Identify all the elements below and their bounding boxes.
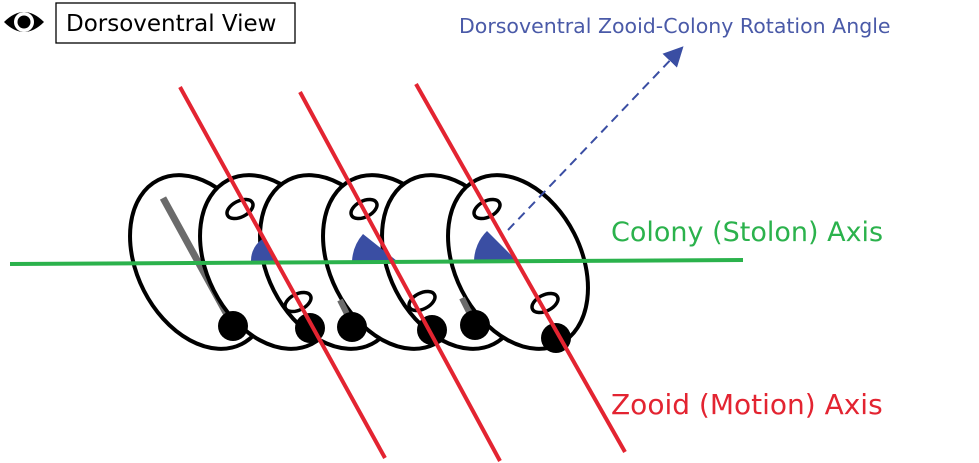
- zooid-axis-line: [414, 83, 627, 453]
- view-label-box: [55, 2, 296, 44]
- rotation-angle-arrow: [507, 46, 684, 231]
- zooid-stalk: [459, 296, 473, 316]
- eye-icon: [4, 12, 44, 32]
- siphon-ring: [407, 289, 437, 313]
- zooid-axis-line: [298, 91, 502, 462]
- rotation-angle-label: Dorsoventral Zooid-Colony Rotation Angle: [459, 14, 891, 38]
- colony-axis-line: [9, 258, 744, 266]
- zooid-dot: [337, 312, 367, 342]
- zooid-dot: [218, 311, 248, 341]
- siphon-ring: [530, 291, 560, 315]
- rotation-angle-wedge: [474, 231, 517, 261]
- view-label: Dorsoventral View: [66, 11, 276, 37]
- zooid-axis-label: Zooid (Motion) Axis: [611, 388, 883, 421]
- rotation-angle-wedge: [250, 238, 277, 261]
- view-badge: Dorsoventral View: [4, 2, 296, 44]
- siphon-ring: [225, 197, 255, 221]
- colony-axis-label: Colony (Stolon) Axis: [611, 217, 883, 248]
- zooid-dot: [460, 310, 490, 340]
- zooid-axis-line: [178, 86, 387, 459]
